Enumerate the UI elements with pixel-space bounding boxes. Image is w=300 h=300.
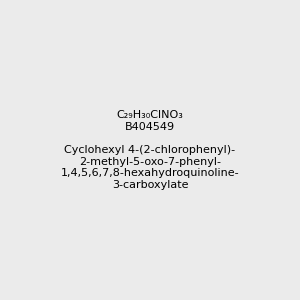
Text: C₂₉H₃₀ClNO₃
B404549

Cyclohexyl 4-(2-chlorophenyl)-
2-methyl-5-oxo-7-phenyl-
1,4: C₂₉H₃₀ClNO₃ B404549 Cyclohexyl 4-(2-chlo… [61,110,239,190]
